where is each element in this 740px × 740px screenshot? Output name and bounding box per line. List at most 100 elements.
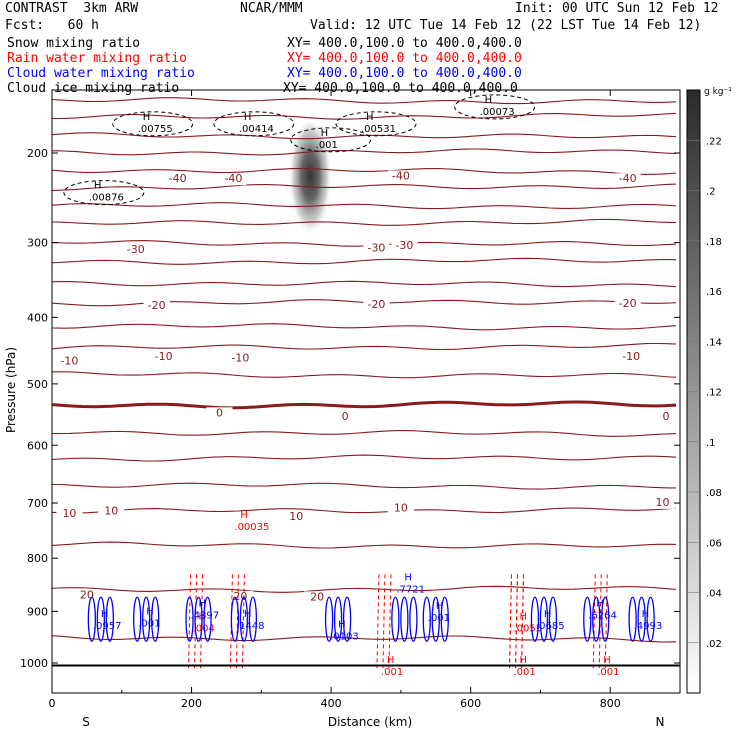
cloud-water-max-label: .4397 — [191, 611, 220, 622]
temperature-contour — [52, 482, 676, 490]
snow-contour — [213, 111, 295, 137]
contour-label-bg — [164, 173, 191, 186]
temperature-contour — [52, 454, 677, 462]
snow-max-marker: H — [143, 112, 151, 123]
cloud-water-contour — [105, 596, 114, 642]
init-time: Init: 00 UTC Sun 12 Feb 12 — [515, 1, 719, 16]
colorbar-tick-label: .12 — [706, 388, 722, 399]
y-tick-label: 600 — [27, 439, 48, 452]
temperature-contour — [52, 183, 677, 191]
cloud-water-max-label: .4993 — [634, 621, 663, 632]
rain-contour — [388, 574, 392, 669]
cloud-water-max-label: .0103 — [330, 631, 359, 642]
cloud-water-max-marker: H — [436, 601, 444, 612]
field-label-cloud-water: Cloud water mixing ratio — [7, 66, 195, 81]
snow-max-label: .00876 — [89, 193, 124, 204]
cloud-water-max-marker: H — [596, 599, 604, 610]
x-tick-label: 800 — [600, 697, 621, 710]
rain-max-label: .001 — [597, 667, 619, 678]
field-label-snow: Snow mixing ratio — [7, 36, 141, 51]
snow-contour — [112, 111, 194, 137]
temperature-contour-label: 10 — [394, 501, 408, 514]
cloud-ice-shading — [288, 122, 333, 243]
rain-max-marker: H — [603, 655, 611, 666]
temperature-contour — [52, 257, 677, 265]
rain-max-marker: H — [387, 655, 395, 666]
cloud-water-contour — [440, 596, 449, 642]
rain-max-label: .001 — [381, 667, 403, 678]
cloud-water-contour — [151, 596, 160, 642]
rain-max-label: .0055 — [514, 624, 543, 635]
cloud-water-max-label: .6264 — [588, 611, 617, 622]
rain-contour — [515, 574, 519, 669]
cloud-water-contour — [185, 596, 194, 642]
temperature-contour-label: -20 — [619, 297, 637, 310]
snow-max-label: .00531 — [361, 124, 396, 135]
rain-contour — [241, 574, 245, 669]
contour-label-bg — [653, 410, 680, 423]
temperature-contour-label: -40 — [224, 172, 242, 185]
rain-max-label: .00035 — [234, 522, 269, 533]
temperature-contour-label: -10 — [622, 350, 640, 363]
cloud-water-contour — [548, 596, 558, 642]
valid-time: Valid: 12 UTC Tue 14 Feb 12 (22 LST Tue … — [310, 18, 702, 33]
contour-label-bg — [614, 297, 641, 310]
temperature-contour — [52, 148, 677, 156]
center-label: NCAR/MMM — [240, 1, 303, 16]
cloud-water-max-label: .0685 — [536, 621, 565, 632]
contour-label-bg — [56, 508, 83, 521]
contour-label-bg — [614, 173, 641, 186]
contour-label-bg — [283, 510, 310, 523]
temperature-contour-label: -30 — [127, 243, 145, 256]
cloud-water-contour — [583, 596, 592, 642]
temperature-contour — [52, 323, 677, 331]
cloud-water-max-marker: H — [544, 609, 552, 620]
cloud-water-contour — [637, 596, 646, 642]
colorbar-unit: g kg⁻¹ — [704, 87, 732, 97]
cloud-water-contour — [628, 596, 637, 642]
temperature-contour-label: 20 — [310, 590, 324, 603]
field-label-rain: Rain water mixing ratio — [7, 51, 188, 66]
snow-max-label: .001 — [316, 140, 338, 151]
temperature-contour — [52, 541, 677, 549]
rain-contour — [376, 574, 380, 669]
temperature-contour — [52, 60, 676, 66]
contour-label-bg — [304, 591, 331, 604]
colorbar: .02 .04 .06 .08 .1 .12 .14 .16 .18 .2 .22 g kg⁻¹ — [686, 87, 732, 694]
contour-label-bg — [618, 350, 645, 363]
rain-contour — [229, 574, 233, 669]
field-xy-rain: XY= 400.0,100.0 to 400.0,400.0 — [287, 51, 522, 66]
cloud-water-contour — [409, 596, 418, 642]
colorbar-tick-label: .2 — [706, 187, 716, 198]
x-tick-label: 0 — [49, 697, 56, 710]
cloud-water-max-marker: H — [642, 609, 650, 620]
snow-max-marker: H — [321, 128, 329, 139]
rain-contour — [194, 574, 198, 669]
freezing-level-contour — [52, 400, 677, 410]
temperature-contour — [52, 342, 677, 351]
south-end-label: S — [82, 715, 90, 729]
temperature-contour-label: -10 — [60, 355, 78, 368]
colorbar-tick-label: .08 — [706, 488, 722, 499]
cloud-water-contour — [239, 596, 249, 642]
rain-contour — [200, 574, 204, 669]
temperature-contour-label: -40 — [619, 172, 637, 185]
contour-label-bg — [150, 350, 177, 363]
cloud-water-contour — [539, 596, 549, 642]
contour-label-bg — [98, 505, 125, 518]
model-title: CONTRAST 3km ARW — [5, 1, 139, 16]
temperature-contour-label: -30 — [395, 239, 413, 252]
colorbar-tick-label: .06 — [706, 538, 722, 549]
cloud-water-contour — [248, 596, 258, 642]
field-xy-snow: XY= 400.0,100.0 to 400.0,400.0 — [287, 36, 522, 51]
cloud-water-contour — [230, 596, 240, 642]
temperature-contour-label: 0 — [342, 410, 349, 423]
cloud-water-contour — [324, 596, 334, 642]
cloud-water-max-marker: H — [338, 619, 346, 630]
contour-label-bg — [363, 242, 390, 255]
snow-max-marker: H — [244, 112, 252, 123]
temperature-contour-label: -30 — [367, 241, 385, 254]
temperature-contour-label: -40 — [169, 172, 187, 185]
cloud-water-max-label: .7721 — [396, 584, 425, 595]
colorbar-tick-label: .14 — [706, 337, 722, 348]
